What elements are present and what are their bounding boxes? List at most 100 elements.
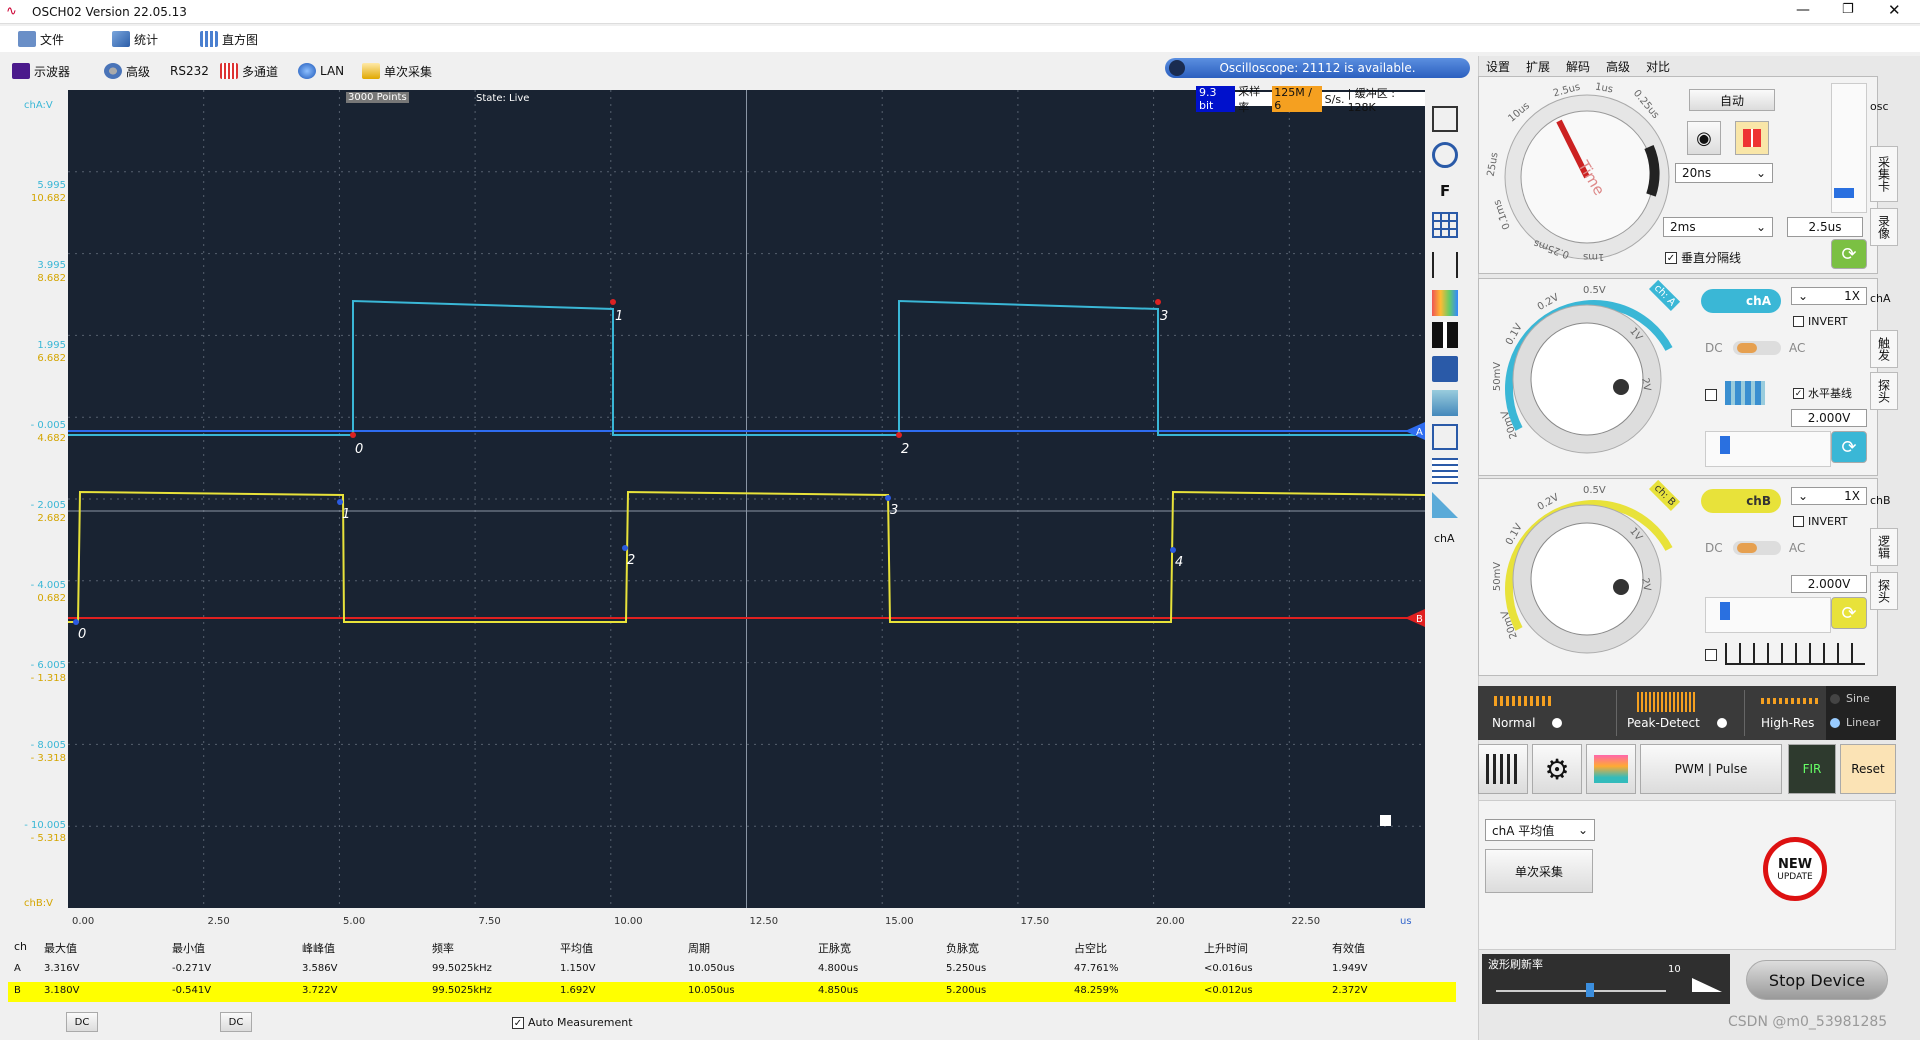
chb-volt-dial[interactable] — [1479, 479, 1699, 677]
interp-sine-radio[interactable] — [1830, 693, 1840, 704]
logic-checkbox[interactable] — [1705, 649, 1717, 661]
spectrum-tool-button[interactable] — [1586, 744, 1636, 794]
save-icon[interactable] — [1432, 356, 1458, 382]
fullscreen-icon[interactable] — [1432, 106, 1458, 132]
cha-volts-box[interactable]: 2.000V — [1791, 409, 1867, 427]
chb-toggle[interactable]: chB — [1701, 489, 1781, 513]
table-icon[interactable] — [1432, 458, 1458, 484]
time-slider[interactable] — [1831, 83, 1867, 213]
close-icon[interactable]: ✕ — [1888, 1, 1901, 19]
measure-span-icon[interactable] — [1432, 252, 1458, 278]
cha-toggle[interactable]: chA — [1701, 289, 1781, 313]
chb-offset-slider[interactable] — [1705, 597, 1831, 633]
tb-single[interactable]: 单次采集 — [362, 59, 432, 83]
color-grid-button[interactable] — [1735, 121, 1769, 155]
side-tab[interactable]: 探头 — [1870, 372, 1898, 410]
right-tab[interactable]: 解码 — [1566, 60, 1591, 74]
chb-offset-thumb[interactable] — [1720, 602, 1730, 620]
cha-coupling-thumb[interactable] — [1737, 343, 1757, 353]
right-tab[interactable]: 设置 — [1486, 60, 1511, 74]
tb-oscilloscope[interactable]: 示波器 — [12, 59, 70, 83]
cha-wave-checkbox[interactable] — [1705, 389, 1717, 401]
ruler-icon[interactable] — [1432, 492, 1458, 518]
settings-tool-button[interactable]: ⚙ — [1532, 744, 1582, 794]
chb-coupling-switch[interactable] — [1733, 541, 1781, 555]
cha-offset-thumb[interactable] — [1720, 436, 1730, 454]
time-max-select[interactable]: 2ms ⌄ — [1663, 217, 1773, 237]
side-tab[interactable]: 探头 — [1870, 572, 1898, 610]
dc-button-2[interactable]: DC — [220, 1012, 252, 1032]
side-tab[interactable]: 触发 — [1870, 330, 1898, 368]
menu-file[interactable]: 文件 — [18, 29, 64, 49]
pwm-button[interactable]: PWM | Pulse — [1640, 744, 1782, 794]
auto-measurement[interactable]: ✓ Auto Measurement — [512, 1016, 633, 1029]
fir-button[interactable]: FIR — [1788, 744, 1836, 794]
screenshot-icon[interactable] — [1432, 390, 1458, 416]
auto-button[interactable]: 自动 — [1689, 89, 1775, 111]
time-apply-button[interactable]: ⟳ — [1831, 239, 1867, 269]
mode-normal-radio[interactable] — [1552, 718, 1562, 728]
cha-baseline-option[interactable]: ✓ 水平基线 — [1793, 385, 1852, 401]
auto-measurement-checkbox[interactable]: ✓ — [512, 1016, 524, 1029]
menu-stats[interactable]: 统计 — [112, 29, 158, 49]
side-tab[interactable]: 逻辑 — [1870, 528, 1898, 566]
tb-rs232[interactable]: RS232 — [170, 59, 209, 83]
cha-baseline-checkbox[interactable]: ✓ — [1793, 387, 1804, 399]
zoom-in-icon[interactable] — [1432, 142, 1458, 168]
chb-volts-box[interactable]: 2.000V — [1791, 575, 1867, 593]
right-tab[interactable]: 扩展 — [1526, 60, 1551, 74]
minimize-icon[interactable]: — — [1796, 2, 1810, 18]
chb-coupling-thumb[interactable] — [1737, 543, 1757, 553]
time-value-box[interactable]: 2.5us — [1787, 217, 1863, 237]
cursor-handle[interactable] — [1380, 815, 1391, 826]
single-capture-button[interactable]: 单次采集 — [1485, 849, 1593, 893]
interp-linear[interactable]: Linear — [1830, 716, 1880, 729]
cha-offset-slider[interactable] — [1705, 431, 1831, 467]
tb-lan[interactable]: LAN — [298, 59, 344, 83]
chb-invert-checkbox[interactable] — [1793, 516, 1804, 527]
side-tab[interactable]: 录像 — [1870, 208, 1898, 246]
tb-multichannel[interactable]: 多通道 — [220, 59, 278, 83]
mode-peak[interactable]: Peak-Detect — [1616, 690, 1736, 736]
waveform-icon[interactable] — [1432, 424, 1458, 450]
mode-peak-radio[interactable] — [1717, 718, 1727, 728]
stats-tool-button[interactable] — [1478, 744, 1528, 794]
cha-invert-option[interactable]: INVERT — [1793, 315, 1848, 328]
dc-button-1[interactable]: DC — [66, 1012, 98, 1032]
cha-volt-dial[interactable] — [1479, 279, 1699, 477]
chb-invert-option[interactable]: INVERT — [1793, 515, 1848, 528]
stop-device-button[interactable]: Stop Device — [1746, 960, 1888, 1000]
time-min-select[interactable]: 20ns ⌄ — [1675, 163, 1773, 183]
maximize-icon[interactable]: ❐ — [1842, 2, 1854, 17]
vertical-divider-option[interactable]: ✓ 垂直分隔线 — [1665, 249, 1741, 266]
right-tabs: 设置扩展解码高级对比图 — [1480, 56, 1680, 91]
grid-toggle-icon[interactable] — [1432, 212, 1458, 238]
scope-display[interactable]: 0 1 2 3 0 1 2 3 4 A B 3000 Points State: Live 9.3 … — [68, 85, 1426, 908]
cha-invert-checkbox[interactable] — [1793, 316, 1804, 327]
side-tab[interactable]: 采集卡 — [1870, 146, 1898, 202]
reset-button[interactable]: Reset — [1840, 744, 1896, 794]
time-dial[interactable] — [1479, 77, 1699, 275]
layout-icon[interactable] — [1432, 322, 1458, 348]
time-slider-thumb[interactable] — [1834, 188, 1854, 198]
eye-button[interactable]: ◉ — [1687, 121, 1721, 155]
vertical-divider-checkbox[interactable]: ✓ — [1665, 251, 1677, 264]
chb-reset-button[interactable]: ⟳ — [1831, 597, 1867, 629]
cha-mult-select[interactable]: ⌄ 1X — [1791, 287, 1867, 305]
spectrum-icon[interactable] — [1432, 290, 1458, 316]
refresh-slider-thumb[interactable] — [1586, 983, 1594, 997]
right-tab[interactable]: 高级 — [1606, 60, 1631, 74]
cha-reset-button[interactable]: ⟳ — [1831, 431, 1867, 463]
chb-mult-select[interactable]: ⌄ 1X — [1791, 487, 1867, 505]
refresh-slider-track[interactable] — [1496, 990, 1666, 992]
f-label[interactable]: F — [1440, 182, 1451, 200]
cha-coupling-switch[interactable] — [1733, 341, 1781, 355]
new-update-badge[interactable]: NEW UPDATE — [1763, 837, 1827, 901]
menu-histogram[interactable]: 直方图 — [200, 29, 258, 49]
mode-normal[interactable]: Normal — [1488, 690, 1608, 736]
play-icon[interactable] — [1169, 60, 1185, 76]
interp-sine[interactable]: Sine — [1830, 692, 1870, 705]
tb-advanced[interactable]: 高级 — [104, 59, 150, 83]
interp-linear-radio[interactable] — [1830, 717, 1840, 728]
measure-select[interactable]: chA 平均值 ⌄ — [1485, 819, 1595, 841]
